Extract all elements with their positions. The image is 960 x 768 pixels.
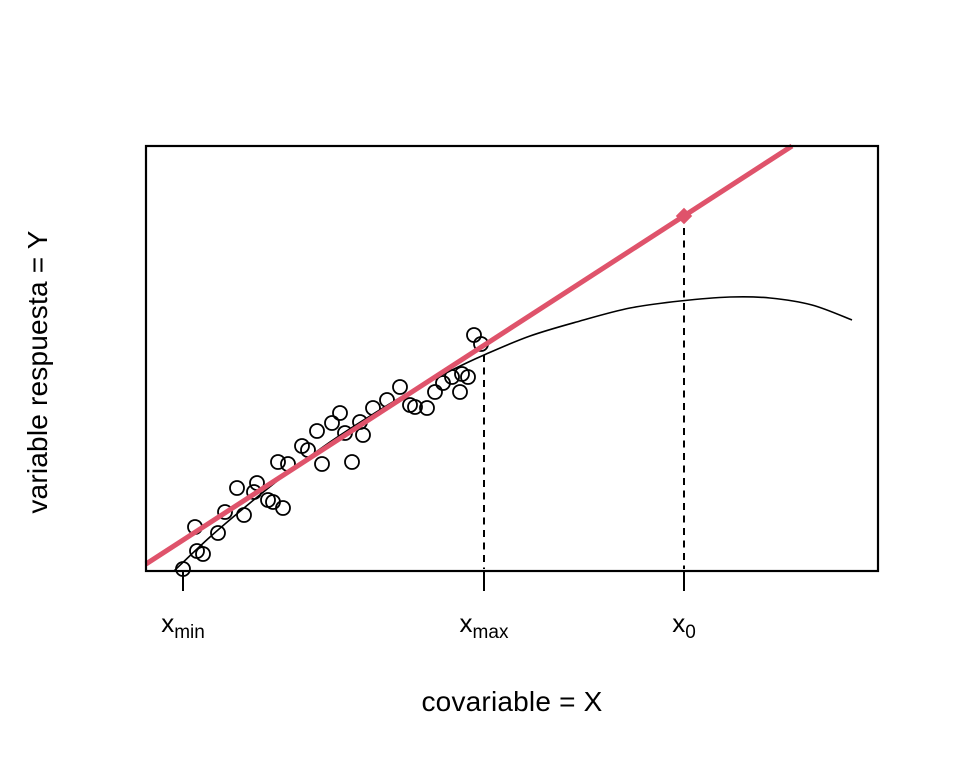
tick-label-subscript: min [174, 622, 205, 644]
plot-border [144, 144, 880, 573]
data-point [195, 546, 211, 562]
data-point [324, 415, 340, 431]
data-point [452, 384, 468, 400]
prediction-point-diamond [675, 207, 693, 225]
tick-label-base: x [672, 608, 686, 638]
tick-label-base: x [161, 608, 175, 638]
data-point [419, 400, 435, 416]
tick-label-base: x [459, 608, 473, 638]
regression-line [144, 143, 794, 567]
data-point [217, 504, 233, 520]
data-point [355, 427, 371, 443]
data-point [210, 525, 226, 541]
data-point [392, 379, 408, 395]
data-point [344, 454, 360, 470]
data-point [314, 456, 330, 472]
data-point [427, 384, 443, 400]
tick-label-xmax: xmax [459, 608, 509, 642]
tick-label-subscript: 0 [685, 622, 696, 644]
tick-label-x0: x0 [672, 608, 696, 642]
data-point [460, 369, 476, 385]
data-point [332, 405, 348, 421]
tick-label-xmin: xmin [161, 608, 205, 642]
data-point [236, 507, 252, 523]
data-point [466, 327, 482, 343]
data-point [275, 500, 291, 516]
data-point [407, 399, 423, 415]
x-axis-label: covariable = X [421, 686, 603, 717]
y-axis-label: variable respuesta = Y [22, 230, 53, 514]
data-point [309, 423, 325, 439]
tick-label-subscript: max [472, 622, 509, 644]
data-point [270, 454, 286, 470]
data-point [229, 480, 245, 496]
true-curve [173, 295, 853, 572]
